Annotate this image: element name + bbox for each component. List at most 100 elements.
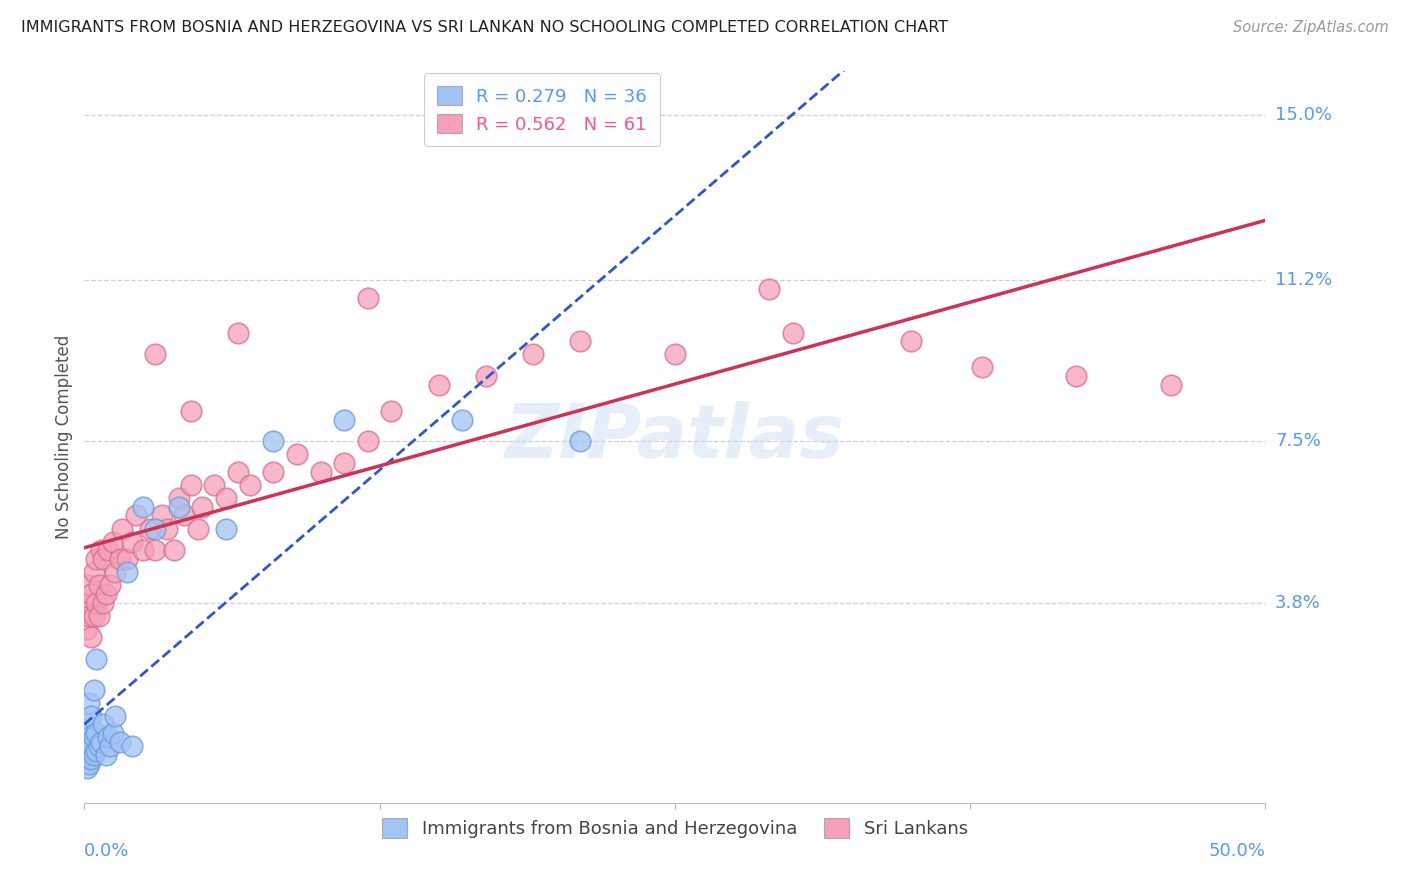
Point bbox=[285, 448, 308, 462]
Point bbox=[1066, 369, 1088, 384]
Point bbox=[80, 631, 103, 645]
Point bbox=[143, 347, 166, 361]
Point bbox=[143, 543, 166, 558]
Point bbox=[451, 412, 474, 426]
Point bbox=[226, 465, 249, 479]
Point bbox=[77, 696, 100, 710]
Point bbox=[111, 521, 134, 535]
Point bbox=[77, 756, 100, 771]
Point bbox=[91, 717, 114, 731]
Point bbox=[427, 377, 450, 392]
Point bbox=[163, 543, 186, 558]
Point bbox=[104, 708, 127, 723]
Point bbox=[262, 434, 284, 449]
Point bbox=[239, 478, 262, 492]
Point bbox=[91, 595, 114, 609]
Point bbox=[156, 521, 179, 535]
Text: 11.2%: 11.2% bbox=[1275, 271, 1333, 289]
Point bbox=[569, 434, 592, 449]
Text: 0.0%: 0.0% bbox=[84, 842, 129, 860]
Point bbox=[76, 622, 98, 636]
Point bbox=[132, 543, 155, 558]
Point bbox=[83, 565, 105, 579]
Point bbox=[167, 500, 190, 514]
Point bbox=[77, 608, 100, 623]
Point bbox=[97, 731, 120, 745]
Point bbox=[167, 491, 190, 505]
Point bbox=[76, 595, 98, 609]
Point bbox=[80, 587, 103, 601]
Point bbox=[150, 508, 173, 523]
Point bbox=[1160, 377, 1182, 392]
Point bbox=[262, 465, 284, 479]
Point bbox=[475, 369, 498, 384]
Point bbox=[101, 534, 124, 549]
Point bbox=[782, 326, 804, 340]
Point bbox=[77, 731, 100, 745]
Text: IMMIGRANTS FROM BOSNIA AND HERZEGOVINA VS SRI LANKAN NO SCHOOLING COMPLETED CORR: IMMIGRANTS FROM BOSNIA AND HERZEGOVINA V… bbox=[21, 20, 948, 35]
Point bbox=[80, 708, 103, 723]
Point bbox=[76, 743, 98, 757]
Point bbox=[215, 491, 238, 505]
Point bbox=[215, 521, 238, 535]
Point bbox=[80, 752, 103, 766]
Point bbox=[97, 543, 120, 558]
Point bbox=[115, 552, 138, 566]
Point bbox=[333, 456, 356, 470]
Point bbox=[91, 552, 114, 566]
Point bbox=[357, 434, 380, 449]
Point bbox=[664, 347, 686, 361]
Point bbox=[98, 578, 121, 592]
Point bbox=[77, 578, 100, 592]
Point bbox=[309, 465, 332, 479]
Point bbox=[90, 543, 112, 558]
Text: Source: ZipAtlas.com: Source: ZipAtlas.com bbox=[1233, 20, 1389, 35]
Point bbox=[108, 735, 131, 749]
Text: 7.5%: 7.5% bbox=[1275, 433, 1322, 450]
Point bbox=[522, 347, 544, 361]
Point bbox=[380, 404, 402, 418]
Point bbox=[87, 739, 110, 754]
Point bbox=[80, 739, 103, 754]
Point bbox=[76, 761, 98, 775]
Point bbox=[191, 500, 214, 514]
Point bbox=[83, 747, 105, 762]
Point bbox=[187, 521, 209, 535]
Text: 3.8%: 3.8% bbox=[1275, 593, 1320, 612]
Text: 50.0%: 50.0% bbox=[1209, 842, 1265, 860]
Point bbox=[76, 752, 98, 766]
Text: 15.0%: 15.0% bbox=[1275, 106, 1331, 124]
Point bbox=[132, 500, 155, 514]
Point bbox=[569, 334, 592, 349]
Point bbox=[180, 404, 202, 418]
Point bbox=[84, 552, 107, 566]
Point bbox=[758, 282, 780, 296]
Point bbox=[115, 565, 138, 579]
Point bbox=[84, 652, 107, 666]
Point bbox=[202, 478, 225, 492]
Point bbox=[101, 726, 124, 740]
Point bbox=[104, 565, 127, 579]
Point bbox=[139, 521, 162, 535]
Point bbox=[173, 508, 195, 523]
Point bbox=[226, 326, 249, 340]
Point bbox=[83, 731, 105, 745]
Point bbox=[77, 747, 100, 762]
Point bbox=[84, 726, 107, 740]
Point bbox=[87, 578, 110, 592]
Point bbox=[84, 743, 107, 757]
Point bbox=[76, 717, 98, 731]
Point bbox=[333, 412, 356, 426]
Point bbox=[143, 521, 166, 535]
Point bbox=[83, 608, 105, 623]
Point bbox=[970, 360, 993, 375]
Point bbox=[900, 334, 922, 349]
Point bbox=[121, 534, 143, 549]
Point bbox=[90, 735, 112, 749]
Legend: Immigrants from Bosnia and Herzegovina, Sri Lankans: Immigrants from Bosnia and Herzegovina, … bbox=[374, 811, 976, 845]
Point bbox=[94, 747, 117, 762]
Point bbox=[121, 739, 143, 754]
Point bbox=[98, 739, 121, 754]
Point bbox=[94, 587, 117, 601]
Point bbox=[84, 595, 107, 609]
